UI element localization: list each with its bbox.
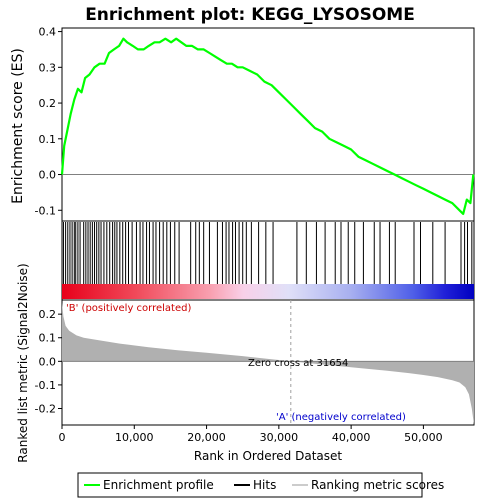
zero-cross-label: Zero cross at 31654 [248, 358, 348, 369]
metric-y-tick-label: -0.1 [35, 379, 56, 392]
negative-correlation-label: 'A' (negatively correlated) [276, 412, 406, 423]
x-tick-label: 10,000 [115, 431, 154, 444]
es-y-tick-label: 0.4 [39, 26, 57, 39]
legend-enrichment-label: Enrichment profile [103, 478, 214, 492]
legend: Enrichment profile Hits Ranking metric s… [77, 472, 444, 498]
es-y-axis-label: Enrichment score (ES) [10, 48, 26, 204]
x-tick-label: 40,000 [332, 431, 371, 444]
x-axis-label: Rank in Ordered Dataset [194, 449, 342, 463]
positive-correlation-label: 'B' (positively correlated) [66, 303, 191, 314]
x-tick-label: 0 [59, 431, 66, 444]
es-y-tick-label: 0.1 [39, 133, 57, 146]
legend-hits-label: Hits [253, 478, 276, 492]
metric-y-tick-label: 0.1 [39, 332, 57, 345]
metric-y-tick-label: 0.2 [39, 308, 57, 321]
metric-y-tick-label: -0.2 [35, 402, 56, 415]
metric-y-tick-label: 0.0 [39, 355, 57, 368]
x-axis: 0 10,000 20,000 30,000 40,000 50,000 [59, 425, 443, 444]
enrichment-profile-line [60, 37, 475, 215]
es-panel: -0.1 0.0 0.1 0.2 0.3 0.4 [35, 26, 475, 217]
es-y-tick-label: 0.3 [39, 61, 57, 74]
rank-color-bar [62, 284, 474, 299]
hits-panel [62, 222, 474, 299]
es-y-tick-label: -0.1 [35, 204, 56, 217]
es-y-tick-label: 0.0 [39, 169, 57, 182]
es-y-tick-label: 0.2 [39, 97, 57, 110]
metric-panel: -0.2 -0.1 0.0 0.1 0.2 [35, 300, 474, 425]
chart-title: Enrichment plot: KEGG_LYSOSOME [85, 5, 415, 25]
x-tick-label: 50,000 [404, 431, 443, 444]
es-panel-frame [61, 27, 475, 222]
legend-metric-label: Ranking metric scores [311, 478, 444, 492]
ranking-metric-area [62, 302, 474, 425]
x-tick-label: 30,000 [260, 431, 299, 444]
metric-y-axis-label: Ranked list metric (Signal2Noise) [16, 263, 30, 462]
x-tick-label: 20,000 [187, 431, 226, 444]
